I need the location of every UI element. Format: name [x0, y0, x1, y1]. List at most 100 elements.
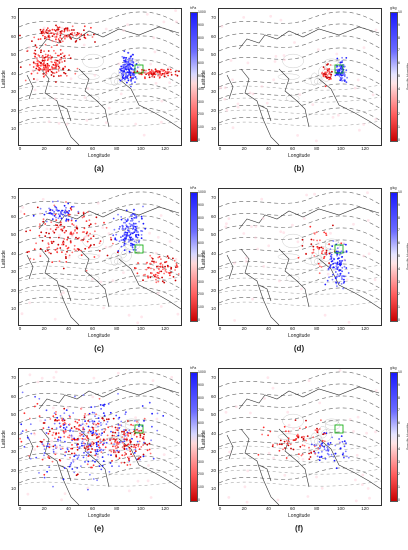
trajectory-point	[343, 456, 345, 459]
trajectory-point	[70, 462, 73, 464]
trajectory-point	[134, 448, 137, 451]
trajectory-point	[119, 68, 122, 71]
trajectory-point	[159, 263, 162, 265]
trajectory-point	[124, 243, 127, 245]
trajectory-point	[63, 407, 66, 410]
trajectory-point	[90, 237, 92, 240]
trajectory-point	[118, 416, 121, 419]
trajectory-point	[329, 255, 332, 258]
trajectory-point	[87, 425, 90, 428]
trajectory-point	[98, 242, 101, 245]
trajectory-point	[298, 427, 301, 430]
trajectory-point	[51, 427, 53, 430]
trajectory-point	[132, 232, 134, 235]
trajectory-point	[89, 430, 92, 433]
trajectory-point	[77, 249, 80, 251]
trajectory-point	[153, 72, 155, 75]
trajectory-point	[81, 437, 84, 440]
trajectory-point	[59, 415, 62, 417]
trajectory-point	[64, 451, 67, 454]
trajectory-point	[341, 259, 344, 262]
trajectory-point	[71, 29, 73, 31]
trajectory-point	[324, 85, 327, 88]
trajectory-point	[46, 64, 49, 67]
trajectory-point	[315, 444, 318, 447]
trajectory-point	[114, 439, 117, 441]
trajectory-point	[325, 234, 328, 236]
trajectory-point	[73, 248, 76, 250]
trajectory-point	[76, 67, 79, 70]
trajectory-point	[135, 63, 138, 65]
trajectory-point	[138, 448, 141, 450]
trajectory-point	[116, 449, 119, 452]
trajectory-point	[110, 450, 113, 453]
trajectory-point	[61, 417, 64, 420]
trajectory-point	[80, 33, 83, 36]
colorbar-tick-label: 1	[398, 485, 400, 490]
trajectory-point	[91, 419, 94, 422]
trajectory-point	[111, 465, 113, 467]
x-tick-label: 120	[361, 146, 369, 151]
trajectory-point	[73, 426, 76, 428]
trajectory-point	[101, 428, 103, 431]
trajectory-point	[68, 210, 70, 212]
trajectory-point	[51, 200, 54, 203]
trajectory-point	[321, 73, 324, 75]
trajectory-point	[44, 223, 47, 225]
trajectory-point	[113, 438, 115, 440]
trajectory-point	[51, 28, 54, 31]
trajectory-point	[62, 68, 64, 71]
trajectory-point	[56, 247, 59, 250]
trajectory-point	[54, 413, 57, 416]
y-tick-label: 10	[210, 306, 216, 311]
x-tick-label: 0	[18, 146, 22, 151]
trajectory-point	[125, 233, 128, 236]
y-tick-label: 70	[210, 195, 216, 200]
trajectory-point	[126, 62, 129, 65]
trajectory-point	[43, 452, 46, 454]
trajectory-point	[343, 278, 345, 281]
trajectory-point	[167, 74, 170, 77]
trajectory-point	[138, 220, 140, 223]
trajectory-point	[336, 273, 339, 276]
trajectory-point	[79, 446, 81, 448]
trajectory-point	[340, 242, 343, 245]
trajectory-point	[271, 445, 274, 448]
trajectory-point	[72, 224, 75, 226]
trajectory-point	[101, 465, 104, 467]
trajectory-point	[39, 247, 42, 250]
trajectory-point	[55, 81, 57, 83]
trajectory-point	[289, 443, 292, 446]
trajectory-point	[53, 422, 56, 425]
trajectory-point	[54, 36, 56, 38]
trajectory-point	[336, 266, 339, 269]
colorbar-unit: g/kg	[390, 186, 397, 190]
trajectory-point	[47, 36, 50, 38]
trajectory-point	[81, 440, 84, 443]
trajectory-point	[169, 274, 171, 277]
trajectory-point	[321, 442, 324, 445]
trajectory-point	[128, 448, 131, 450]
colorbar-tick-label: 0	[398, 138, 400, 142]
trajectory-point	[99, 449, 101, 452]
trajectory-point	[175, 266, 177, 269]
trajectory-point	[298, 453, 300, 455]
trajectory-point	[70, 218, 73, 220]
trajectory-point	[45, 432, 48, 434]
trajectory-point	[55, 219, 58, 221]
trajectory-point	[68, 54, 71, 57]
trajectory-point	[52, 415, 55, 418]
trajectory-point	[157, 265, 160, 268]
trajectory-point	[67, 202, 70, 205]
trajectory-point	[122, 225, 124, 228]
trajectory-point	[334, 444, 337, 447]
trajectory-point	[106, 438, 108, 441]
trajectory-point	[23, 445, 26, 448]
panel-caption: (b)	[293, 164, 305, 173]
trajectory-point	[119, 424, 121, 426]
trajectory-point	[47, 50, 50, 52]
trajectory-point	[88, 219, 91, 222]
trajectory-point	[55, 432, 58, 435]
trajectory-point	[106, 254, 109, 257]
trajectory-point	[335, 66, 338, 68]
